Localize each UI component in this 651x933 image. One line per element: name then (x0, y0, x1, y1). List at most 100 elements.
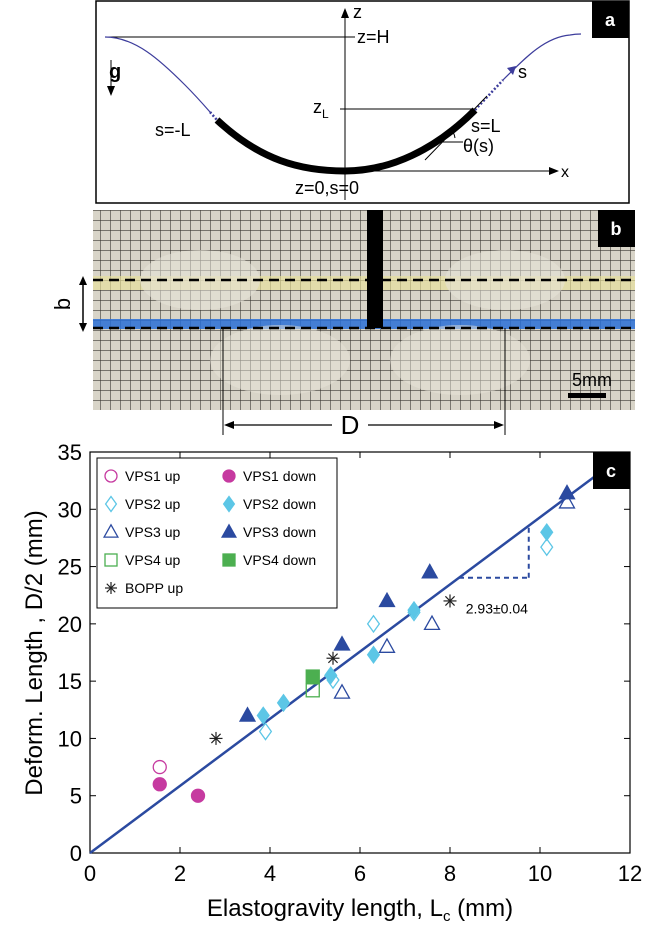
origin-label: z=0,s=0 (295, 178, 359, 198)
legend-marker (222, 495, 236, 513)
z-l-label: zL (313, 97, 329, 121)
s-label: s (518, 62, 527, 82)
legend-label: VPS3 down (243, 524, 316, 540)
data-point (238, 706, 257, 722)
legend-marker (104, 469, 118, 483)
data-markers (152, 484, 576, 803)
axis-ticks: 0 2 4 6 8 10 12 0 5 10 15 20 25 30 35 (58, 440, 643, 886)
legend-box (96, 457, 338, 609)
z-axis-label: z (353, 2, 362, 22)
distortion-upper-right (445, 250, 565, 310)
slope-label: 2.93±0.04 (466, 601, 528, 617)
data-point (378, 637, 396, 653)
y-axis-label: Deform. Length , D/2 (mm) (21, 510, 48, 795)
data-point (443, 594, 457, 608)
s-minus-l-label: s=-L (155, 120, 191, 140)
data-point (421, 563, 439, 579)
vertical-strip (367, 210, 383, 328)
d-label: D (341, 410, 360, 435)
theta-arc (449, 127, 456, 139)
legend-label: VPS1 down (243, 468, 316, 484)
legend-marker (222, 469, 236, 483)
panel-a-diagram: a z x z=H zL g s=-L s=L s θ (95, 0, 630, 204)
distortion-lower-right (390, 325, 530, 395)
legend-label: VPS2 down (243, 496, 316, 512)
curve-right-dotted (474, 79, 504, 111)
x-tick-label: 2 (174, 861, 186, 886)
panel-b-badge-label: b (611, 219, 622, 239)
legend: VPS1 up VPS1 down VPS2 up VPS2 down VPS3 up V… (96, 457, 338, 609)
legend-marker (104, 495, 118, 513)
legend-marker (222, 553, 236, 567)
y-tick-label: 10 (58, 726, 82, 751)
curve-left-thin (104, 36, 211, 113)
data-point (333, 683, 351, 699)
data-point (423, 614, 441, 631)
b-arrow-bottom (79, 323, 87, 332)
x-tick-label: 8 (444, 861, 456, 886)
gravity-label: g (109, 61, 121, 83)
y-tick-label: 0 (70, 841, 82, 866)
x-axis-label: x (561, 164, 569, 181)
b-label: b (50, 298, 75, 310)
data-point (190, 788, 206, 803)
y-tick-label: 25 (58, 555, 82, 580)
panel-c: 0 2 4 6 8 10 12 0 5 10 15 20 25 30 35 2.93±0.04 VPS1 u… (0, 438, 651, 928)
panel-c-badge-label: c (606, 461, 616, 481)
panel-b-bottom-strip (93, 410, 635, 435)
data-point (558, 493, 576, 509)
data-point (540, 537, 554, 557)
legend-marker (220, 523, 238, 538)
d-arrow-left-head (224, 421, 234, 429)
x-axis-label: Elastogravity length, Lc (mm) (207, 895, 513, 925)
fit-line (89, 465, 609, 855)
data-point (540, 522, 554, 542)
z-axis-arrow (341, 8, 349, 18)
slope-guide (459, 525, 530, 579)
data-point (407, 600, 421, 620)
curve-left-dotted (209, 111, 218, 121)
data-point (152, 777, 167, 792)
blue-band (93, 319, 635, 329)
data-point (324, 666, 338, 685)
gravity-arrow-head (107, 86, 115, 96)
data-point (305, 683, 320, 698)
panel-b-badge (598, 210, 635, 247)
panel-a: a z x z=H zL g s=-L s=L s θ (95, 0, 630, 205)
panel-b: b D 5mm b (50, 210, 635, 440)
y-tick-label: 15 (58, 669, 82, 694)
distortion-upper-left (140, 250, 260, 310)
x-tick-label: 10 (528, 861, 552, 886)
tangent-line (424, 95, 488, 161)
scale-bar (568, 393, 606, 398)
b-arrow-top (79, 276, 87, 285)
legend-marker (104, 553, 118, 567)
panel-a-badge-label: a (605, 10, 616, 30)
s-equals-l-label: s=L (471, 116, 501, 136)
data-point (378, 591, 396, 608)
distortion-lower-left (210, 325, 350, 395)
z-h-label: z=H (357, 27, 390, 47)
y-tick-label: 35 (58, 440, 82, 465)
x-axis-arrow (549, 167, 559, 175)
s-direction-arrow (507, 66, 516, 75)
data-point (152, 759, 167, 775)
y-tick-label: 20 (58, 612, 82, 637)
curve-right-thin (502, 33, 582, 81)
scatter-chart: 0 2 4 6 8 10 12 0 5 10 15 20 25 30 35 2.93±0.04 VPS1 u… (21, 440, 643, 925)
data-point (558, 484, 576, 500)
data-point (366, 614, 381, 634)
plot-frame (89, 451, 631, 854)
panel-c-badge (593, 452, 630, 489)
legend-label: VPS3 up (125, 524, 180, 540)
data-point (366, 645, 381, 665)
y-tick-label: 30 (58, 497, 82, 522)
scale-bar-label: 5mm (572, 370, 612, 390)
legend-marker (105, 582, 117, 594)
legend-label: BOPP up (125, 580, 183, 596)
legend-label: VPS4 down (243, 552, 316, 568)
panel-b-photo: b D 5mm b (50, 210, 635, 440)
legend-marker (102, 523, 120, 538)
data-point (276, 693, 291, 713)
d-arrow-right-head (494, 421, 504, 429)
